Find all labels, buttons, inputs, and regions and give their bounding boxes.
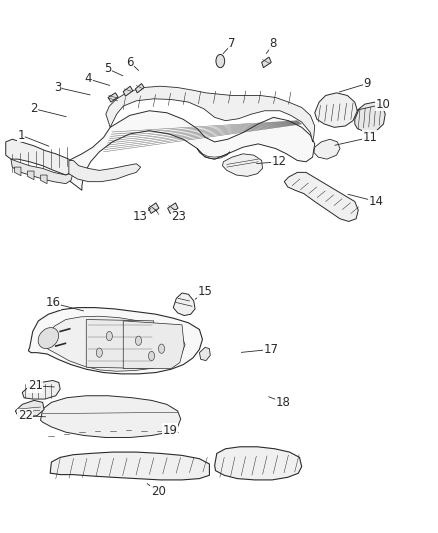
Text: 11: 11 <box>363 131 378 144</box>
Polygon shape <box>355 102 385 133</box>
Text: 18: 18 <box>276 396 291 409</box>
Text: 12: 12 <box>272 155 286 168</box>
Text: 9: 9 <box>363 77 371 90</box>
Text: 23: 23 <box>172 211 187 223</box>
Polygon shape <box>28 308 202 374</box>
Polygon shape <box>315 93 357 127</box>
Text: 8: 8 <box>270 37 277 50</box>
Polygon shape <box>69 160 141 182</box>
Polygon shape <box>199 348 210 361</box>
Polygon shape <box>168 203 178 214</box>
Polygon shape <box>223 154 262 176</box>
Text: 19: 19 <box>163 424 178 437</box>
Text: 4: 4 <box>85 72 92 85</box>
Text: 21: 21 <box>28 379 43 392</box>
Text: 3: 3 <box>54 81 62 94</box>
Circle shape <box>216 54 225 68</box>
Polygon shape <box>173 293 195 316</box>
Text: 20: 20 <box>151 486 166 498</box>
Circle shape <box>106 332 113 341</box>
Polygon shape <box>11 159 73 184</box>
Text: 5: 5 <box>104 62 112 76</box>
Polygon shape <box>6 139 73 175</box>
Text: 13: 13 <box>132 211 147 223</box>
Polygon shape <box>41 395 181 438</box>
Polygon shape <box>314 139 340 159</box>
Polygon shape <box>284 172 358 221</box>
Text: 14: 14 <box>369 195 384 208</box>
Ellipse shape <box>38 328 59 349</box>
Polygon shape <box>106 86 315 142</box>
Text: 22: 22 <box>18 409 33 422</box>
Polygon shape <box>15 400 44 418</box>
Circle shape <box>159 344 165 353</box>
Polygon shape <box>45 316 185 371</box>
Polygon shape <box>28 171 34 180</box>
Polygon shape <box>123 321 184 368</box>
Text: 10: 10 <box>376 98 391 111</box>
Polygon shape <box>108 93 118 102</box>
Circle shape <box>135 336 141 345</box>
Text: 2: 2 <box>30 102 38 115</box>
Text: 17: 17 <box>264 343 279 356</box>
Circle shape <box>148 351 155 361</box>
Polygon shape <box>50 452 209 480</box>
Circle shape <box>96 348 102 357</box>
Text: 1: 1 <box>17 129 25 142</box>
Text: 15: 15 <box>198 285 212 298</box>
Polygon shape <box>69 111 315 190</box>
Polygon shape <box>215 447 302 480</box>
Polygon shape <box>123 86 133 96</box>
Polygon shape <box>148 203 159 214</box>
Polygon shape <box>86 319 154 368</box>
Text: 16: 16 <box>45 296 60 310</box>
Polygon shape <box>135 84 144 93</box>
Polygon shape <box>261 57 271 68</box>
Polygon shape <box>14 167 21 176</box>
Text: 6: 6 <box>126 56 134 69</box>
Polygon shape <box>41 175 47 184</box>
Text: 7: 7 <box>228 37 236 50</box>
Polygon shape <box>22 381 60 399</box>
